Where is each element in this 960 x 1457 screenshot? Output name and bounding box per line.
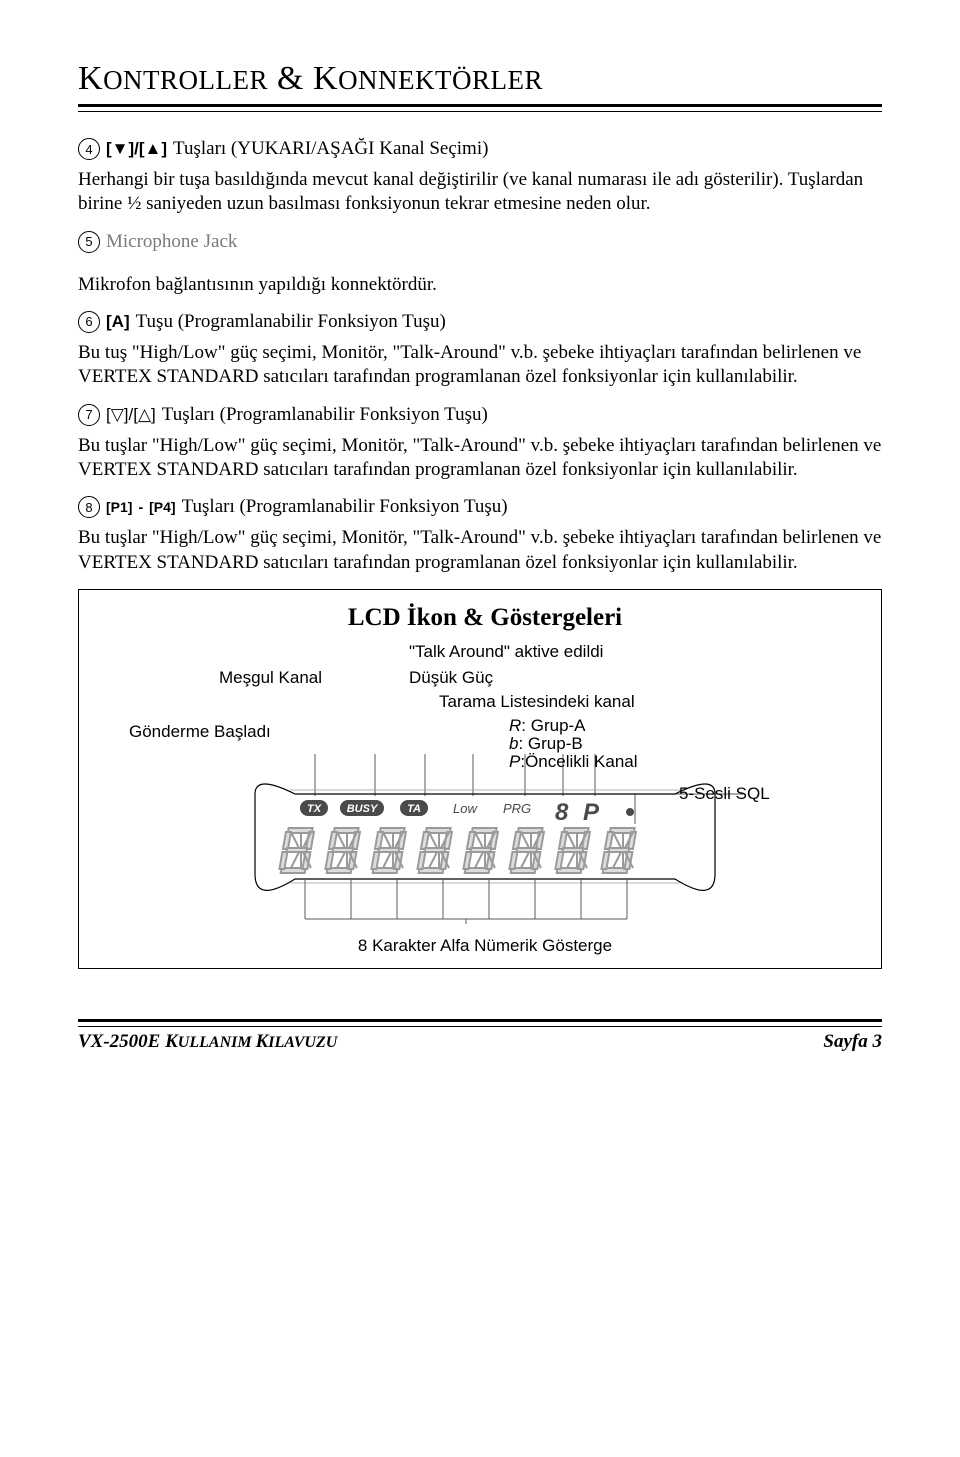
lcd-label-talkaround: "Talk Around" aktive edildi [409,642,603,662]
circled-number-icon: 5 [78,231,100,253]
lcd-ta-icon: TA [407,803,421,815]
lcd-dot-icon [626,808,634,816]
lcd-digit-8-icon: 8 [555,799,569,826]
lcd-label-sql: 5-Sesli SQL [679,784,770,804]
circled-number-icon: 7 [78,404,100,426]
lcd-segment-row [279,828,636,873]
lcd-tx-icon: TX [307,803,322,815]
circled-number-icon: 8 [78,496,100,518]
item-8-heading: 8 [P1] - [P4] Tuşları (Programlanabilir … [78,496,882,518]
page-title: KONTROLLER & KONNEKTÖRLER [78,60,882,98]
footer-left: VX-2500E KULLANIM KILAVUZU [78,1031,337,1053]
lcd-display-svg: TX BUSY TA Low PRG 8 P [225,754,745,924]
lcd-group-letter: P [509,752,520,771]
circled-number-icon: 6 [78,311,100,333]
item-6-paragraph: Bu tuş "High/Low" güç seçimi, Monitör, "… [78,341,882,390]
item-5-heading: 5 Microphone Jack [78,231,882,253]
page-footer: VX-2500E KULLANIM KILAVUZU Sayfa 3 [78,1031,882,1053]
lcd-low-icon: Low [453,801,478,816]
title-frag: ONTROLLER [103,65,268,95]
dash: - [138,499,143,515]
item-7-paragraph: Bu tuşlar "High/Low" güç seçimi, Monitör… [78,434,882,483]
lcd-label-busy: Meşgul Kanal [219,668,322,688]
item-5-paragraph: Mikrofon bağlantısının yapıldığı konnekt… [78,273,882,297]
title-frag: K [313,60,338,97]
keycap-p4-icon: [P4] [149,499,175,515]
keycap-p1-icon: [P1] [106,499,132,515]
item-4-paragraph: Herhangi bir tuşa basıldığında mevcut ka… [78,168,882,217]
item-4-heading: 4 [▼]/[▲] Tuşları (YUKARI/AŞAĞI Kanal Se… [78,138,882,160]
footer-model: VX-2500E [78,1031,165,1052]
lcd-group-text: :Öncelikli Kanal [520,752,637,771]
item-7-label: Tuşları (Programlanabilir Fonksiyon Tuşu… [162,404,488,426]
title-frag: ONNEKTÖRLER [338,65,543,95]
lcd-label-tx: Gönderme Başladı [129,722,271,742]
footer-frag: ULLANIM [178,1034,256,1051]
lcd-display-diagram: TX BUSY TA Low PRG 8 P [109,754,861,924]
keycap-a-icon: [A] [106,312,130,332]
title-frag: K [78,60,103,97]
item-6-heading: 6 [A] Tuşu (Programlanabilir Fonksiyon T… [78,311,882,333]
title-rule [78,104,882,112]
title-frag: & [268,60,313,97]
keycap-up-down-outline-icon: [▽]/[△] [106,405,156,425]
footer-frag: ILAVUZU [268,1034,337,1051]
circled-number-icon: 4 [78,138,100,160]
footer-page-number: Sayfa 3 [823,1031,882,1053]
lcd-group-letter: R [509,716,521,735]
lcd-letter-p-icon: P [583,799,600,826]
lcd-bottom-label: 8 Karakter Alfa Nümerik Gösterge [109,936,861,956]
lcd-label-group-a: R: Grup-A [509,716,586,736]
lcd-group-text: : Grup-B [518,734,582,753]
lcd-label-group-p: P:Öncelikli Kanal [509,752,638,772]
lcd-prg-icon: PRG [503,801,531,816]
footer-frag: K [165,1031,178,1052]
item-6-label: Tuşu (Programlanabilir Fonksiyon Tuşu) [136,311,446,333]
lcd-label-scanlist: Tarama Listesindeki kanal [439,692,635,712]
footer-frag: K [256,1031,269,1052]
footer-rule [78,1019,882,1027]
item-4-label: Tuşları (YUKARI/AŞAĞI Kanal Seçimi) [173,138,488,160]
lcd-top-labels: "Talk Around" aktive edildi Meşgul Kanal… [109,642,861,754]
lcd-busy-icon: BUSY [347,803,379,815]
lcd-title: LCD İkon & Göstergeleri [109,604,861,632]
item-8-label: Tuşları (Programlanabilir Fonksiyon Tuşu… [182,496,508,518]
lcd-group-text: : Grup-A [521,716,585,735]
lcd-label-group-b: b: Grup-B [509,734,583,754]
item-5-label: Microphone Jack [106,231,237,253]
item-8-paragraph: Bu tuşlar "High/Low" güç seçimi, Monitör… [78,526,882,575]
keycap-up-down-solid-icon: [▼]/[▲] [106,139,167,159]
lcd-indicators-box: LCD İkon & Göstergeleri "Talk Around" ak… [78,589,882,969]
item-7-heading: 7 [▽]/[△] Tuşları (Programlanabilir Fonk… [78,404,882,426]
lcd-label-lowpower: Düşük Güç [409,668,493,688]
